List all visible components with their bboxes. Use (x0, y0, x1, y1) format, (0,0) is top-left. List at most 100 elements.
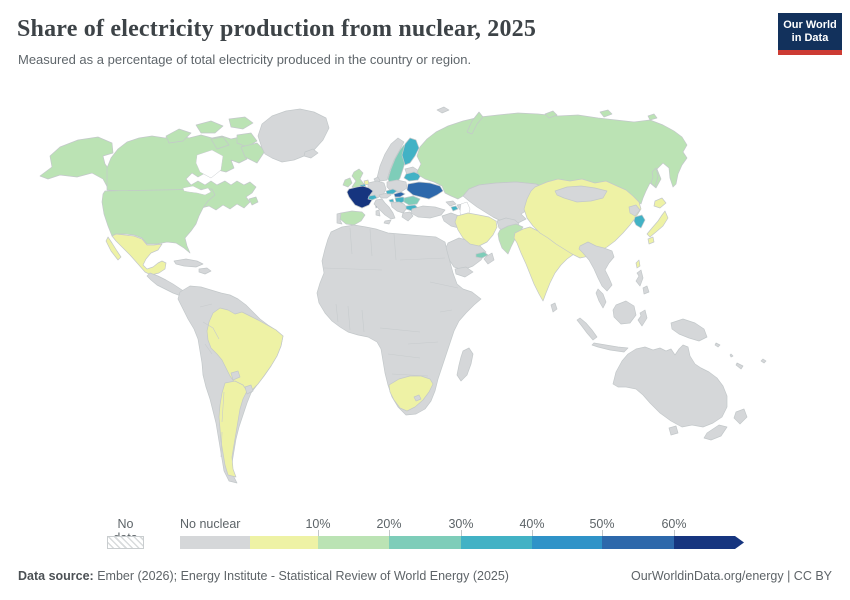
footer-data-source: Data source: Ember (2026); Energy Instit… (18, 569, 509, 583)
country-alaska[interactable] (39, 136, 117, 193)
country-russia-wrangel[interactable] (647, 113, 658, 121)
region-africa[interactable] (316, 224, 482, 416)
country-japan-honshu[interactable] (646, 210, 669, 238)
country-mexico[interactable] (111, 233, 167, 276)
island-new-caledonia[interactable] (735, 362, 744, 370)
country-indonesia-sumatra[interactable] (576, 317, 598, 341)
country-italy-sardinia[interactable] (375, 209, 381, 217)
country-taiwan[interactable] (635, 259, 641, 269)
country-north-korea[interactable] (628, 204, 641, 217)
country-turkey[interactable] (410, 205, 446, 219)
country-yemen[interactable] (454, 266, 474, 278)
island-fiji[interactable] (760, 358, 767, 364)
region-malay-peninsula[interactable] (595, 288, 607, 309)
country-south-africa[interactable] (388, 375, 434, 412)
country-belarus[interactable] (403, 171, 422, 182)
country-philippines[interactable] (635, 269, 644, 287)
island-vanuatu[interactable] (729, 353, 734, 358)
country-lesotho[interactable] (413, 394, 422, 402)
country-australia[interactable] (612, 344, 728, 428)
country-new-zealand-south[interactable] (703, 424, 728, 441)
country-argentina[interactable] (218, 380, 248, 478)
country-japan-kyushu[interactable] (647, 236, 655, 245)
country-iran[interactable] (454, 212, 498, 247)
country-czechia[interactable] (385, 188, 398, 195)
country-japan-hokkaido[interactable] (653, 197, 667, 209)
country-romania[interactable] (403, 195, 421, 206)
country-canada-arctic[interactable] (165, 128, 192, 144)
country-switzerland[interactable] (367, 194, 378, 201)
legend-tickmark (461, 530, 462, 536)
country-oman[interactable] (483, 252, 495, 265)
owid-logo[interactable]: Our World in Data (778, 13, 842, 55)
country-ireland[interactable] (342, 177, 353, 188)
country-uae[interactable] (475, 251, 489, 259)
country-china[interactable] (523, 178, 642, 259)
legend-tick-40: 40% (519, 517, 545, 531)
region-southeast-asia[interactable] (578, 241, 615, 292)
country-canada-arctic[interactable] (195, 120, 224, 134)
country-canada-baffin[interactable] (240, 142, 266, 164)
country-madagascar[interactable] (456, 347, 474, 382)
country-greenland[interactable] (257, 108, 330, 163)
country-indonesia-java[interactable] (591, 342, 629, 353)
country-pakistan[interactable] (497, 223, 524, 255)
region-balkans[interactable] (390, 201, 408, 214)
legend-segment-0-10[interactable] (250, 536, 318, 549)
country-australia-tasmania[interactable] (668, 425, 679, 436)
country-mongolia[interactable] (554, 185, 608, 203)
country-iceland[interactable] (303, 148, 319, 159)
country-new-zealand-north[interactable] (733, 408, 748, 425)
country-slovakia[interactable] (393, 191, 406, 198)
legend-segment-60-plus[interactable] (674, 536, 735, 549)
country-philippines-mindanao[interactable] (642, 285, 650, 295)
country-spain[interactable] (339, 210, 366, 226)
country-mexico-baja[interactable] (105, 236, 122, 261)
country-netherlands[interactable] (363, 179, 370, 186)
country-uruguay[interactable] (244, 384, 254, 395)
region-svalbard[interactable] (436, 106, 450, 114)
country-canada-arctic[interactable] (228, 116, 254, 130)
country-greece[interactable] (401, 211, 414, 222)
country-georgia[interactable] (445, 200, 457, 207)
legend-tick-10: 10% (305, 517, 331, 531)
country-hispaniola[interactable] (198, 267, 212, 275)
legend-no-nuclear-label: No nuclear (180, 517, 241, 531)
country-russia-sakhalin[interactable] (650, 167, 659, 188)
country-south-korea[interactable] (633, 214, 646, 229)
island-solomon[interactable] (714, 342, 721, 348)
country-indonesia-sulawesi[interactable] (637, 309, 648, 327)
great-lakes (182, 185, 212, 196)
region-new-guinea[interactable] (670, 318, 708, 342)
country-armenia[interactable] (450, 205, 459, 212)
country-russia-novaya-zemlya[interactable] (466, 111, 484, 135)
legend-segment-30-40[interactable] (461, 536, 532, 549)
country-italy-sicily[interactable] (383, 219, 392, 225)
country-indonesia-borneo[interactable] (612, 300, 637, 325)
country-norway[interactable] (376, 137, 405, 182)
country-russia-new-siberian[interactable] (599, 109, 613, 118)
country-italy[interactable] (373, 198, 396, 220)
country-sri-lanka[interactable] (550, 302, 558, 313)
country-portugal[interactable] (336, 212, 343, 225)
country-cuba[interactable] (173, 258, 204, 268)
legend-segment-no-nuclear[interactable] (180, 536, 250, 549)
owid-logo-line2: in Data (791, 31, 829, 44)
country-slovenia[interactable] (388, 198, 395, 203)
country-paraguay[interactable] (230, 370, 241, 381)
world-map-svg (39, 106, 767, 484)
legend-segment-40-50[interactable] (532, 536, 602, 549)
country-united-states[interactable] (101, 188, 216, 254)
country-ukraine[interactable] (406, 181, 444, 200)
footer-link[interactable]: OurWorldinData.org/energy | CC BY (630, 569, 832, 583)
country-finland[interactable] (401, 137, 420, 166)
country-canada-newfoundland[interactable] (248, 196, 259, 206)
country-russia-severnaya[interactable] (544, 110, 558, 119)
legend-no-data-swatch[interactable] (107, 536, 144, 549)
legend-segment-20-30[interactable] (389, 536, 461, 549)
legend-segment-50-60[interactable] (602, 536, 674, 549)
country-canada-arctic[interactable] (210, 136, 230, 150)
country-brazil[interactable] (206, 307, 284, 393)
legend-segment-10-20[interactable] (318, 536, 389, 549)
legend-tickmark (389, 530, 390, 536)
